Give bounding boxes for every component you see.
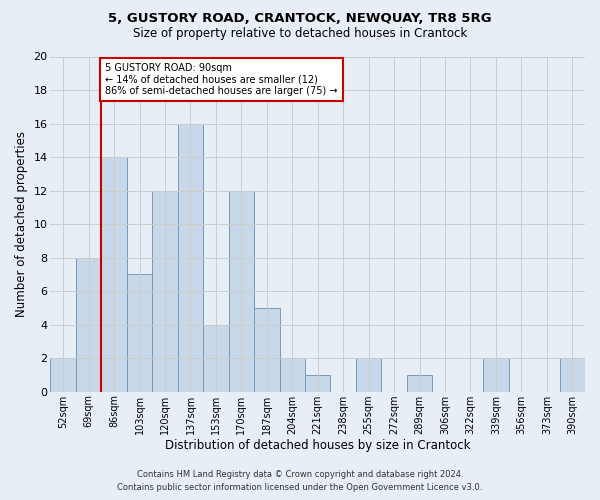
Bar: [101, 157, 127, 392]
Bar: [305, 375, 331, 392]
Bar: [203, 324, 229, 392]
Bar: [127, 274, 152, 392]
X-axis label: Distribution of detached houses by size in Crantock: Distribution of detached houses by size …: [165, 440, 470, 452]
Bar: [407, 375, 432, 392]
Bar: [483, 358, 509, 392]
Bar: [560, 358, 585, 392]
Bar: [254, 308, 280, 392]
Bar: [76, 258, 101, 392]
Bar: [50, 358, 76, 392]
Bar: [356, 358, 382, 392]
Text: 5 GUSTORY ROAD: 90sqm
← 14% of detached houses are smaller (12)
86% of semi-deta: 5 GUSTORY ROAD: 90sqm ← 14% of detached …: [105, 63, 338, 96]
Bar: [178, 124, 203, 392]
Bar: [280, 358, 305, 392]
Bar: [229, 190, 254, 392]
Text: Contains HM Land Registry data © Crown copyright and database right 2024.
Contai: Contains HM Land Registry data © Crown c…: [118, 470, 482, 492]
Text: 5, GUSTORY ROAD, CRANTOCK, NEWQUAY, TR8 5RG: 5, GUSTORY ROAD, CRANTOCK, NEWQUAY, TR8 …: [108, 12, 492, 26]
Bar: [152, 190, 178, 392]
Y-axis label: Number of detached properties: Number of detached properties: [15, 131, 28, 317]
Text: Size of property relative to detached houses in Crantock: Size of property relative to detached ho…: [133, 28, 467, 40]
